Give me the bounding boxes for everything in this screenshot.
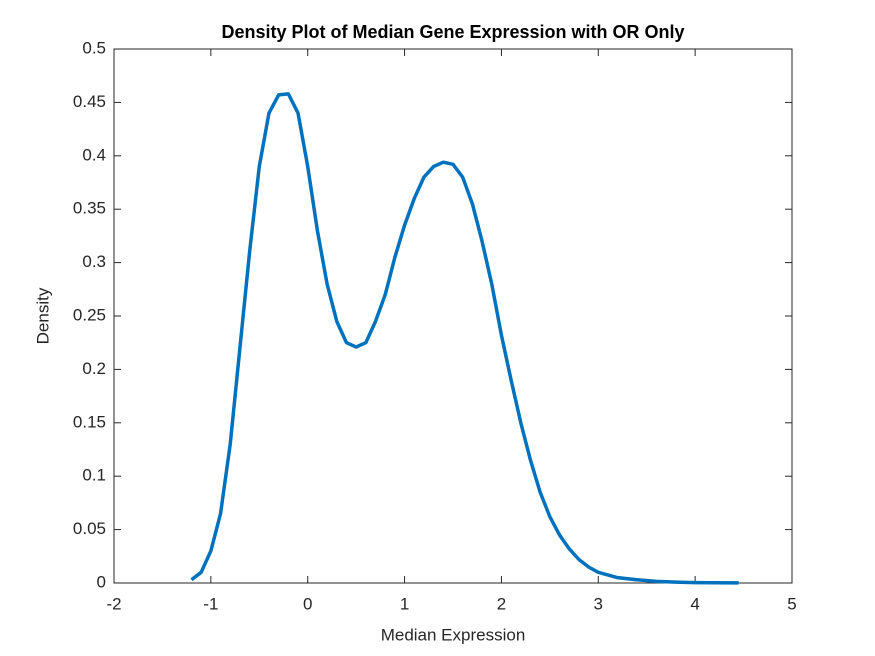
x-tick-label: 4	[690, 594, 699, 613]
x-tick-label: 1	[400, 594, 409, 613]
y-tick-label: 0.25	[73, 305, 106, 324]
x-tick-label: -1	[203, 594, 218, 613]
x-axis-label: Median Expression	[381, 625, 526, 644]
x-tick-label: 2	[497, 594, 506, 613]
x-tick-label: 5	[787, 594, 796, 613]
plot-area	[113, 48, 793, 584]
y-tick-label: 0.5	[82, 38, 106, 57]
y-axis-label: Density	[33, 287, 52, 344]
y-tick-label: 0.05	[73, 519, 106, 538]
x-tick-label: -2	[106, 594, 121, 613]
x-tick-label: 3	[594, 594, 603, 613]
y-tick-label: 0.35	[73, 199, 106, 218]
y-tick-label: 0.45	[73, 92, 106, 111]
y-tick-label: 0.2	[82, 359, 106, 378]
y-tick-label: 0	[97, 572, 106, 591]
y-tick-label: 0.3	[82, 252, 106, 271]
chart-title: Density Plot of Median Gene Expression w…	[221, 22, 684, 42]
density-line	[190, 92, 739, 585]
x-tick-label: 0	[303, 594, 312, 613]
y-tick-label: 0.1	[82, 466, 106, 485]
y-tick-label: 0.4	[82, 145, 106, 164]
y-tick-label: 0.15	[73, 412, 106, 431]
